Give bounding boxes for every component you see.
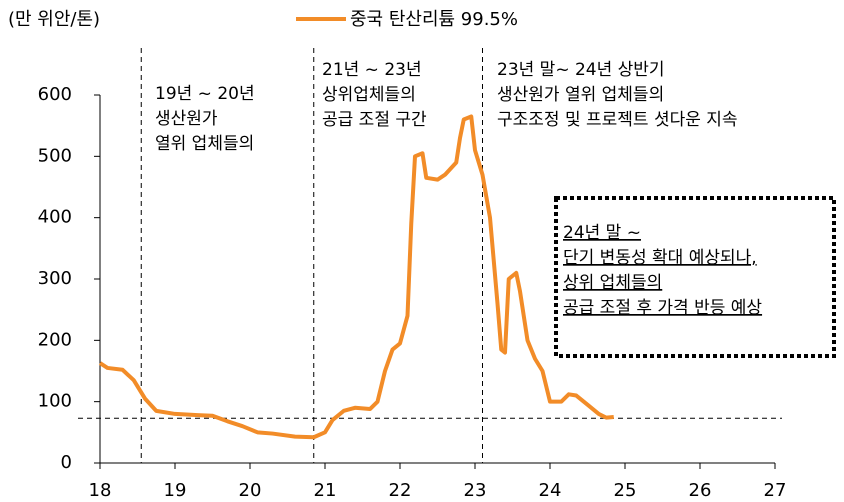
annotation: 공급 조절 구간 — [322, 110, 427, 130]
x-tick-label: 20 — [239, 480, 262, 501]
y-tick-label: 300 — [38, 268, 72, 289]
x-tick-label: 24 — [539, 480, 562, 501]
y-tick-label: 100 — [38, 391, 72, 412]
x-tick-label: 25 — [614, 480, 637, 501]
annotation: 상위 업체들의 — [563, 273, 662, 293]
y-tick-label: 0 — [61, 452, 72, 473]
y-tick-label: 400 — [38, 207, 72, 228]
line-series — [98, 114, 614, 440]
annotation: 공급 조절 후 가격 반등 예상 — [563, 298, 762, 318]
y-tick-label: 500 — [38, 145, 72, 166]
x-tick-label: 26 — [689, 480, 712, 501]
annotation: 24년 말 ~ — [563, 223, 641, 243]
x-tick-label: 21 — [314, 480, 337, 501]
annotation: 23년 말~ 24년 상반기 — [497, 60, 665, 80]
annotation: 21년 ~ 23년 — [322, 60, 422, 80]
x-tick-label: 22 — [389, 480, 412, 501]
callout-box — [554, 196, 836, 358]
x-tick-label: 18 — [89, 480, 112, 501]
annotation: 19년 ~ 20년 — [155, 84, 255, 104]
annotation: 단기 변동성 확대 예상되나, — [563, 248, 757, 268]
annotation: 생산원가 — [155, 109, 218, 129]
annotation: 생산원가 열위 업체들의 — [497, 85, 664, 105]
x-tick-label: 27 — [764, 480, 787, 501]
y-tick-label: 600 — [38, 84, 72, 105]
legend-label: 중국 탄산리튬 99.5% — [350, 9, 518, 30]
annotation: 상위업체들의 — [322, 85, 416, 105]
annotation: 열위 업체들의 — [155, 134, 254, 154]
x-tick-label: 19 — [164, 480, 187, 501]
x-tick-label: 23 — [464, 480, 487, 501]
annotation: 구조조정 및 프로젝트 셧다운 지속 — [497, 110, 738, 130]
y-tick-label: 200 — [38, 329, 72, 350]
y-axis-label: (만 위안/톤) — [8, 9, 100, 30]
